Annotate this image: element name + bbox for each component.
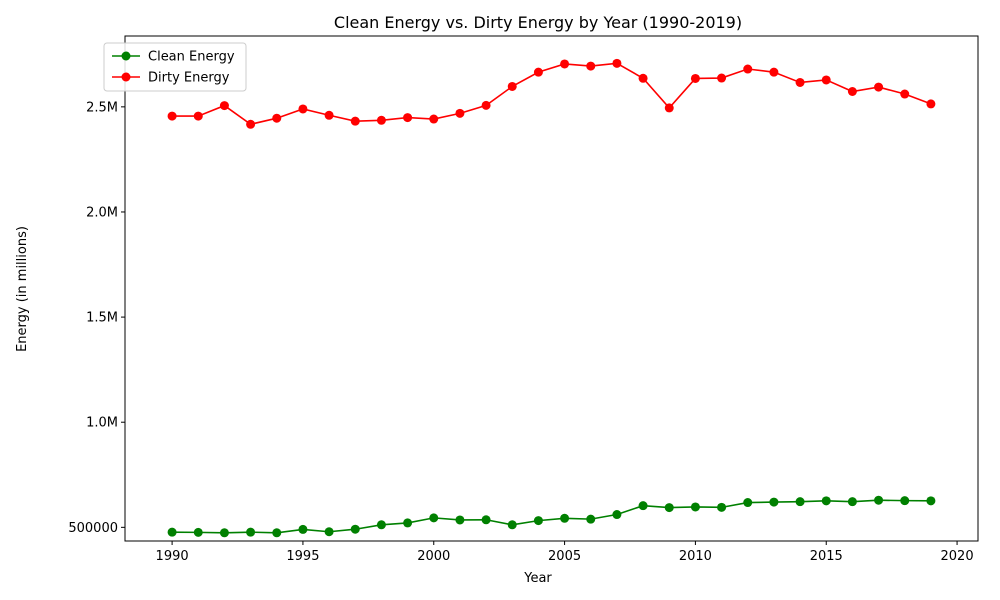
- dirty-energy-point: [821, 75, 831, 85]
- dirty-energy-point: [246, 119, 256, 129]
- dirty-energy-point: [769, 67, 779, 77]
- legend-label-dirty-energy: Dirty Energy: [148, 71, 230, 86]
- x-axis: 1990 1995 2000 2005 2010 2015 2020: [156, 541, 974, 564]
- clean-energy-point: [821, 496, 831, 506]
- dirty-energy-point: [690, 73, 700, 83]
- dirty-energy-point: [560, 59, 570, 69]
- dirty-energy-point: [612, 58, 622, 68]
- dirty-energy-point: [874, 82, 884, 92]
- clean-energy-point: [481, 515, 491, 525]
- clean-energy-point: [664, 503, 674, 513]
- dirty-energy-point: [586, 61, 596, 71]
- legend-label-clean-energy: Clean Energy: [148, 50, 235, 65]
- y-tick-label: 500000: [68, 521, 118, 536]
- clean-energy-point: [324, 527, 334, 537]
- clean-energy-point: [926, 496, 936, 506]
- clean-energy-point: [507, 520, 517, 530]
- y-axis: 500000 1.0M 1.5M 2.0M 2.5M: [68, 100, 125, 536]
- x-tick-label: 2010: [679, 549, 712, 564]
- clean-energy-point: [429, 513, 439, 523]
- clean-energy-point: [717, 502, 727, 512]
- dirty-energy-point: [847, 87, 857, 97]
- y-tick-label: 2.0M: [86, 205, 118, 220]
- dirty-energy-point: [507, 81, 517, 91]
- clean-energy-point: [847, 497, 857, 507]
- dirty-energy-point: [926, 99, 936, 109]
- clean-energy-point: [350, 524, 360, 534]
- clean-energy-point: [298, 524, 308, 534]
- dirty-energy-point: [900, 89, 910, 99]
- clean-energy-point: [455, 515, 465, 525]
- dirty-energy-point: [481, 100, 491, 110]
- legend-marker-dirty-energy: [121, 72, 131, 82]
- clean-energy-point: [376, 520, 386, 530]
- dirty-energy-point: [167, 111, 177, 121]
- clean-energy-point: [874, 495, 884, 505]
- y-tick-label: 1.0M: [86, 416, 118, 431]
- clean-energy-point: [769, 497, 779, 507]
- dirty-energy-point: [795, 77, 805, 87]
- plot-area: [167, 58, 936, 538]
- legend-box: [103, 42, 247, 92]
- clean-energy-point: [219, 528, 229, 538]
- dirty-energy-point: [403, 113, 413, 123]
- x-tick-label: 2005: [548, 549, 581, 564]
- clean-energy-point: [560, 513, 570, 523]
- dirty-energy-point: [350, 116, 360, 126]
- clean-energy-point: [403, 518, 413, 528]
- dirty-energy-point: [219, 101, 229, 111]
- clean-energy-point: [272, 528, 282, 538]
- clean-energy-point: [690, 502, 700, 512]
- clean-energy-point: [638, 501, 648, 511]
- clean-energy-point: [795, 497, 805, 507]
- dirty-energy-point: [324, 110, 334, 120]
- clean-energy-point: [246, 527, 256, 537]
- y-tick-label: 2.5M: [86, 100, 118, 115]
- clean-energy-point: [900, 496, 910, 506]
- clean-energy-point: [533, 516, 543, 526]
- clean-energy-point: [743, 498, 753, 508]
- dirty-energy-point: [429, 114, 439, 124]
- legend: Clean Energy Dirty Energy: [103, 42, 247, 92]
- y-tick-label: 1.5M: [86, 311, 118, 326]
- dirty-energy-point: [664, 103, 674, 113]
- y-axis-label: Energy (in millions): [15, 226, 30, 352]
- dirty-energy-point: [376, 115, 386, 125]
- x-tick-label: 2020: [941, 549, 974, 564]
- plot-frame: [124, 35, 979, 542]
- dirty-energy-point: [533, 67, 543, 77]
- dirty-energy-point: [298, 104, 308, 114]
- dirty-energy-point: [455, 108, 465, 118]
- clean-energy-point: [612, 510, 622, 520]
- dirty-energy-point: [743, 64, 753, 74]
- x-axis-label: Year: [523, 571, 552, 586]
- chart-title: Clean Energy vs. Dirty Energy by Year (1…: [334, 13, 742, 32]
- dirty-energy-point: [272, 113, 282, 123]
- dirty-energy-point: [717, 73, 727, 83]
- dirty-energy-point: [638, 73, 648, 83]
- clean-energy-point: [193, 527, 203, 537]
- legend-marker-clean-energy: [121, 51, 131, 61]
- x-tick-label: 1990: [156, 549, 189, 564]
- clean-energy-point: [586, 514, 596, 524]
- dirty-energy-point: [193, 111, 203, 121]
- x-tick-label: 2015: [810, 549, 843, 564]
- clean-energy-point: [167, 527, 177, 537]
- x-tick-label: 1995: [286, 549, 319, 564]
- x-tick-label: 2000: [417, 549, 450, 564]
